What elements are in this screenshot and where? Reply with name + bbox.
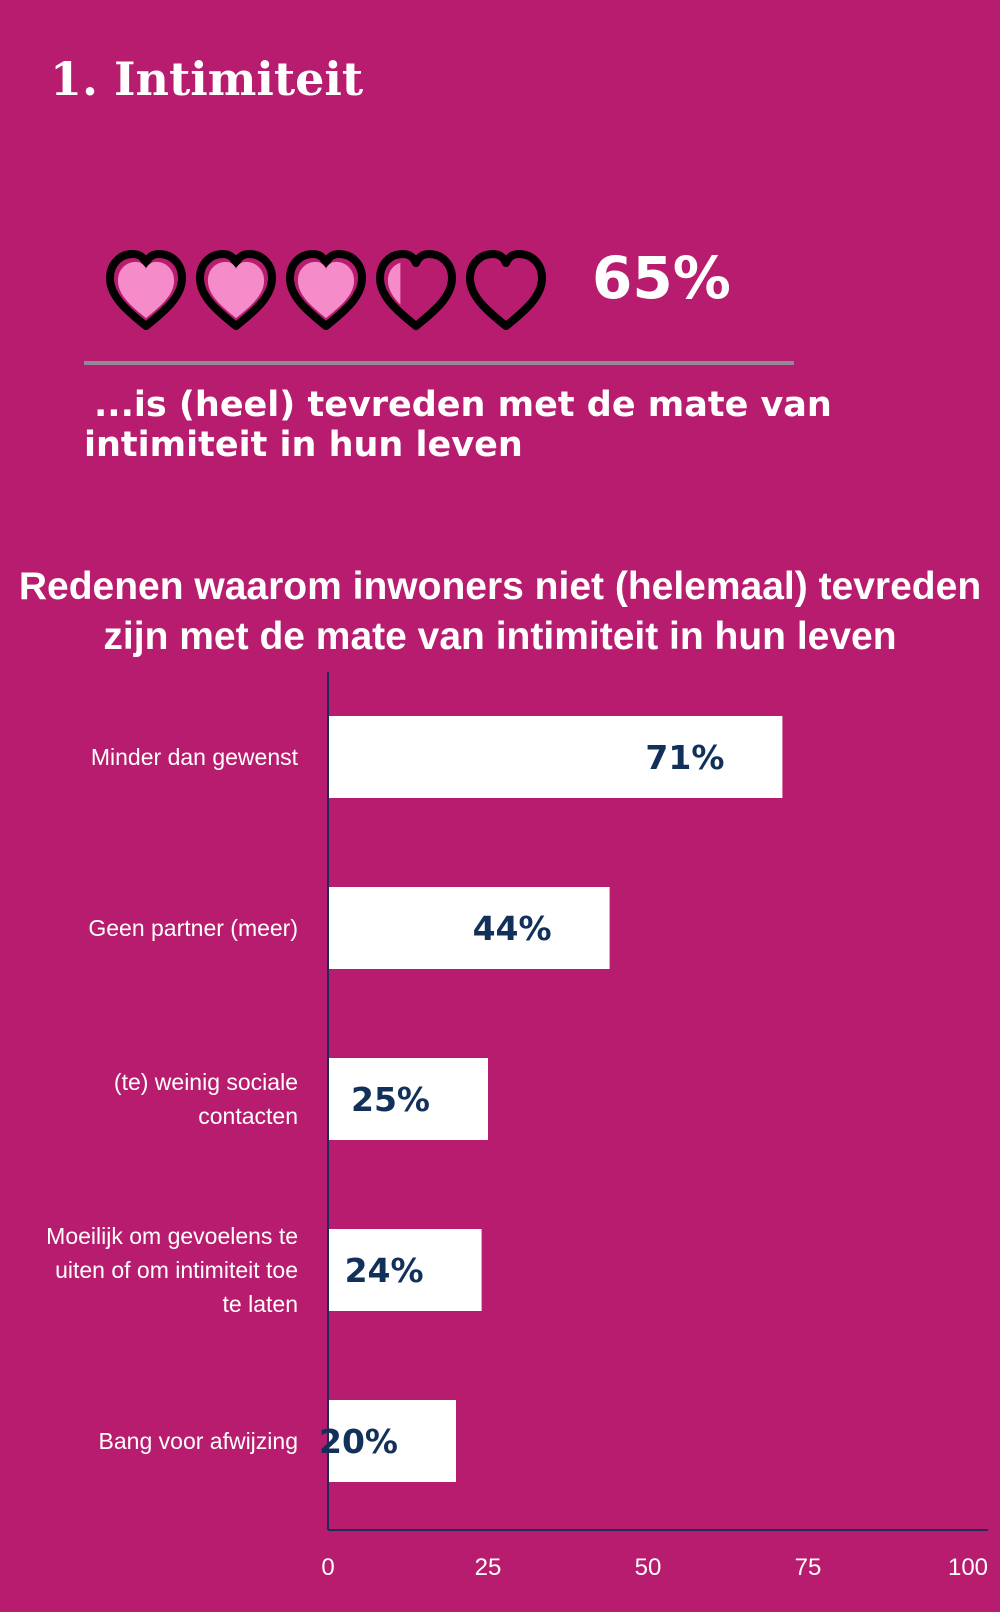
divider [84, 361, 794, 365]
headline-percentage: 65% [592, 244, 731, 312]
category-label: (te) weinig sociale contacten [114, 1069, 298, 1129]
category-label: Minder dan gewenst [91, 744, 299, 770]
x-tick-label: 100 [948, 1554, 988, 1581]
heart-icon [466, 250, 546, 330]
bar-value-label: 20% [319, 1422, 398, 1461]
x-tick-label: 50 [635, 1554, 662, 1581]
category-label: Moeilijk om gevoelens te uiten of om inti… [46, 1223, 298, 1317]
heart-icon [106, 250, 186, 330]
bar [328, 1229, 482, 1311]
x-tick-label: 75 [795, 1554, 822, 1581]
bar-value-label: 25% [351, 1080, 430, 1119]
bar [328, 1058, 488, 1140]
bar-chart-svg: 71% Minder dan gewenst 44% Geen partner (me… [46, 672, 988, 1581]
bar-value-label: 71% [645, 738, 724, 777]
bar-chart: 71% Minder dan gewenst 44% Geen partner (me… [0, 670, 1000, 1612]
bar-value-label: 24% [345, 1251, 424, 1290]
category-label: Bang voor afwijzing [99, 1428, 298, 1454]
bar [328, 887, 610, 969]
hearts-rating [100, 240, 560, 340]
x-tick-label: 0 [321, 1554, 334, 1581]
heart-icon [286, 250, 366, 330]
heart-icon [196, 250, 276, 330]
hearts-rating-graphic [106, 250, 546, 330]
heart-icon [376, 250, 456, 330]
headline-description: ...is (heel) tevreden met de mate van in… [84, 385, 832, 465]
section-title: 1. Intimiteit [50, 52, 364, 106]
chart-title: Redenen waarom inwoners niet (helemaal) … [18, 565, 982, 658]
bar [328, 1400, 456, 1482]
bar-value-label: 44% [473, 909, 552, 948]
category-label: Geen partner (meer) [88, 915, 298, 941]
x-tick-label: 25 [475, 1554, 502, 1581]
bar [328, 716, 783, 798]
